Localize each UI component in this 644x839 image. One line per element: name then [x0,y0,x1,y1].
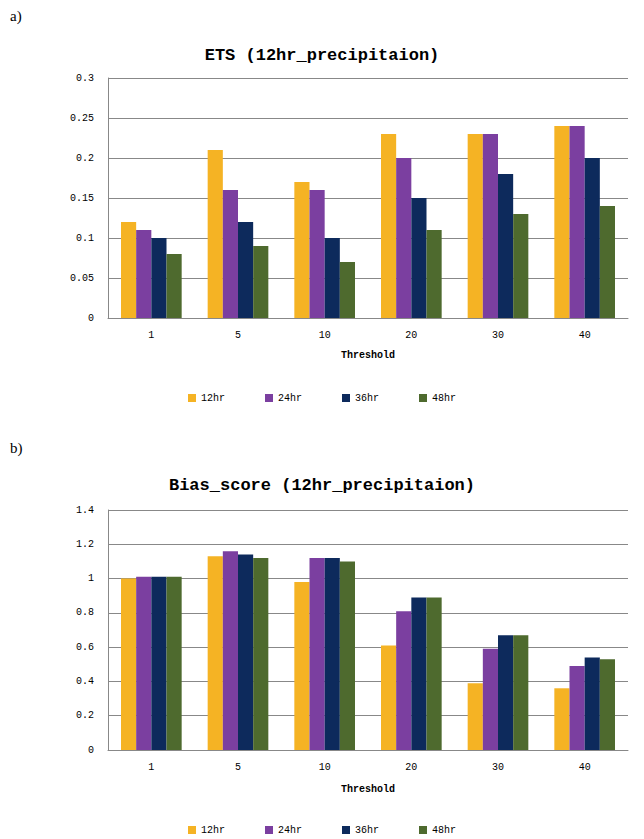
svg-text:0: 0 [88,745,94,756]
svg-text:1: 1 [148,762,154,773]
svg-text:0.6: 0.6 [76,642,94,653]
svg-text:40: 40 [579,762,591,773]
svg-text:1.4: 1.4 [76,505,94,516]
svg-text:30: 30 [492,762,504,773]
svg-text:20: 20 [405,762,417,773]
svg-text:5: 5 [235,330,241,341]
svg-text:20: 20 [405,330,417,341]
svg-text:0.15: 0.15 [70,193,94,204]
svg-text:10: 10 [319,330,331,341]
svg-text:0: 0 [88,313,94,324]
svg-text:a): a) [10,8,22,25]
svg-text:36hr: 36hr [355,393,379,404]
svg-text:0.25: 0.25 [70,113,94,124]
svg-text:1.2: 1.2 [76,539,94,550]
svg-text:b): b) [10,440,23,457]
svg-text:12hr: 12hr [201,393,225,404]
svg-text:Bias_score (12hr_precipitaion): Bias_score (12hr_precipitaion) [169,476,475,495]
svg-text:24hr: 24hr [278,393,302,404]
svg-text:0.8: 0.8 [76,607,94,618]
svg-text:ETS (12hr_precipitaion): ETS (12hr_precipitaion) [205,46,440,65]
svg-text:48hr: 48hr [432,825,456,836]
svg-text:48hr: 48hr [432,393,456,404]
svg-text:30: 30 [492,330,504,341]
svg-text:10: 10 [319,762,331,773]
svg-text:36hr: 36hr [355,825,379,836]
svg-text:12hr: 12hr [201,825,225,836]
svg-text:0.1: 0.1 [76,233,94,244]
svg-text:0.4: 0.4 [76,676,94,687]
svg-text:Threshold: Threshold [341,784,395,795]
svg-text:Threshold: Threshold [341,350,395,361]
svg-text:24hr: 24hr [278,825,302,836]
svg-text:0.2: 0.2 [76,153,94,164]
svg-text:0.2: 0.2 [76,710,94,721]
svg-text:0.3: 0.3 [76,73,94,84]
svg-text:0.05: 0.05 [70,273,94,284]
svg-text:5: 5 [235,762,241,773]
svg-text:40: 40 [579,330,591,341]
svg-text:1: 1 [148,330,154,341]
svg-text:1: 1 [88,573,94,584]
